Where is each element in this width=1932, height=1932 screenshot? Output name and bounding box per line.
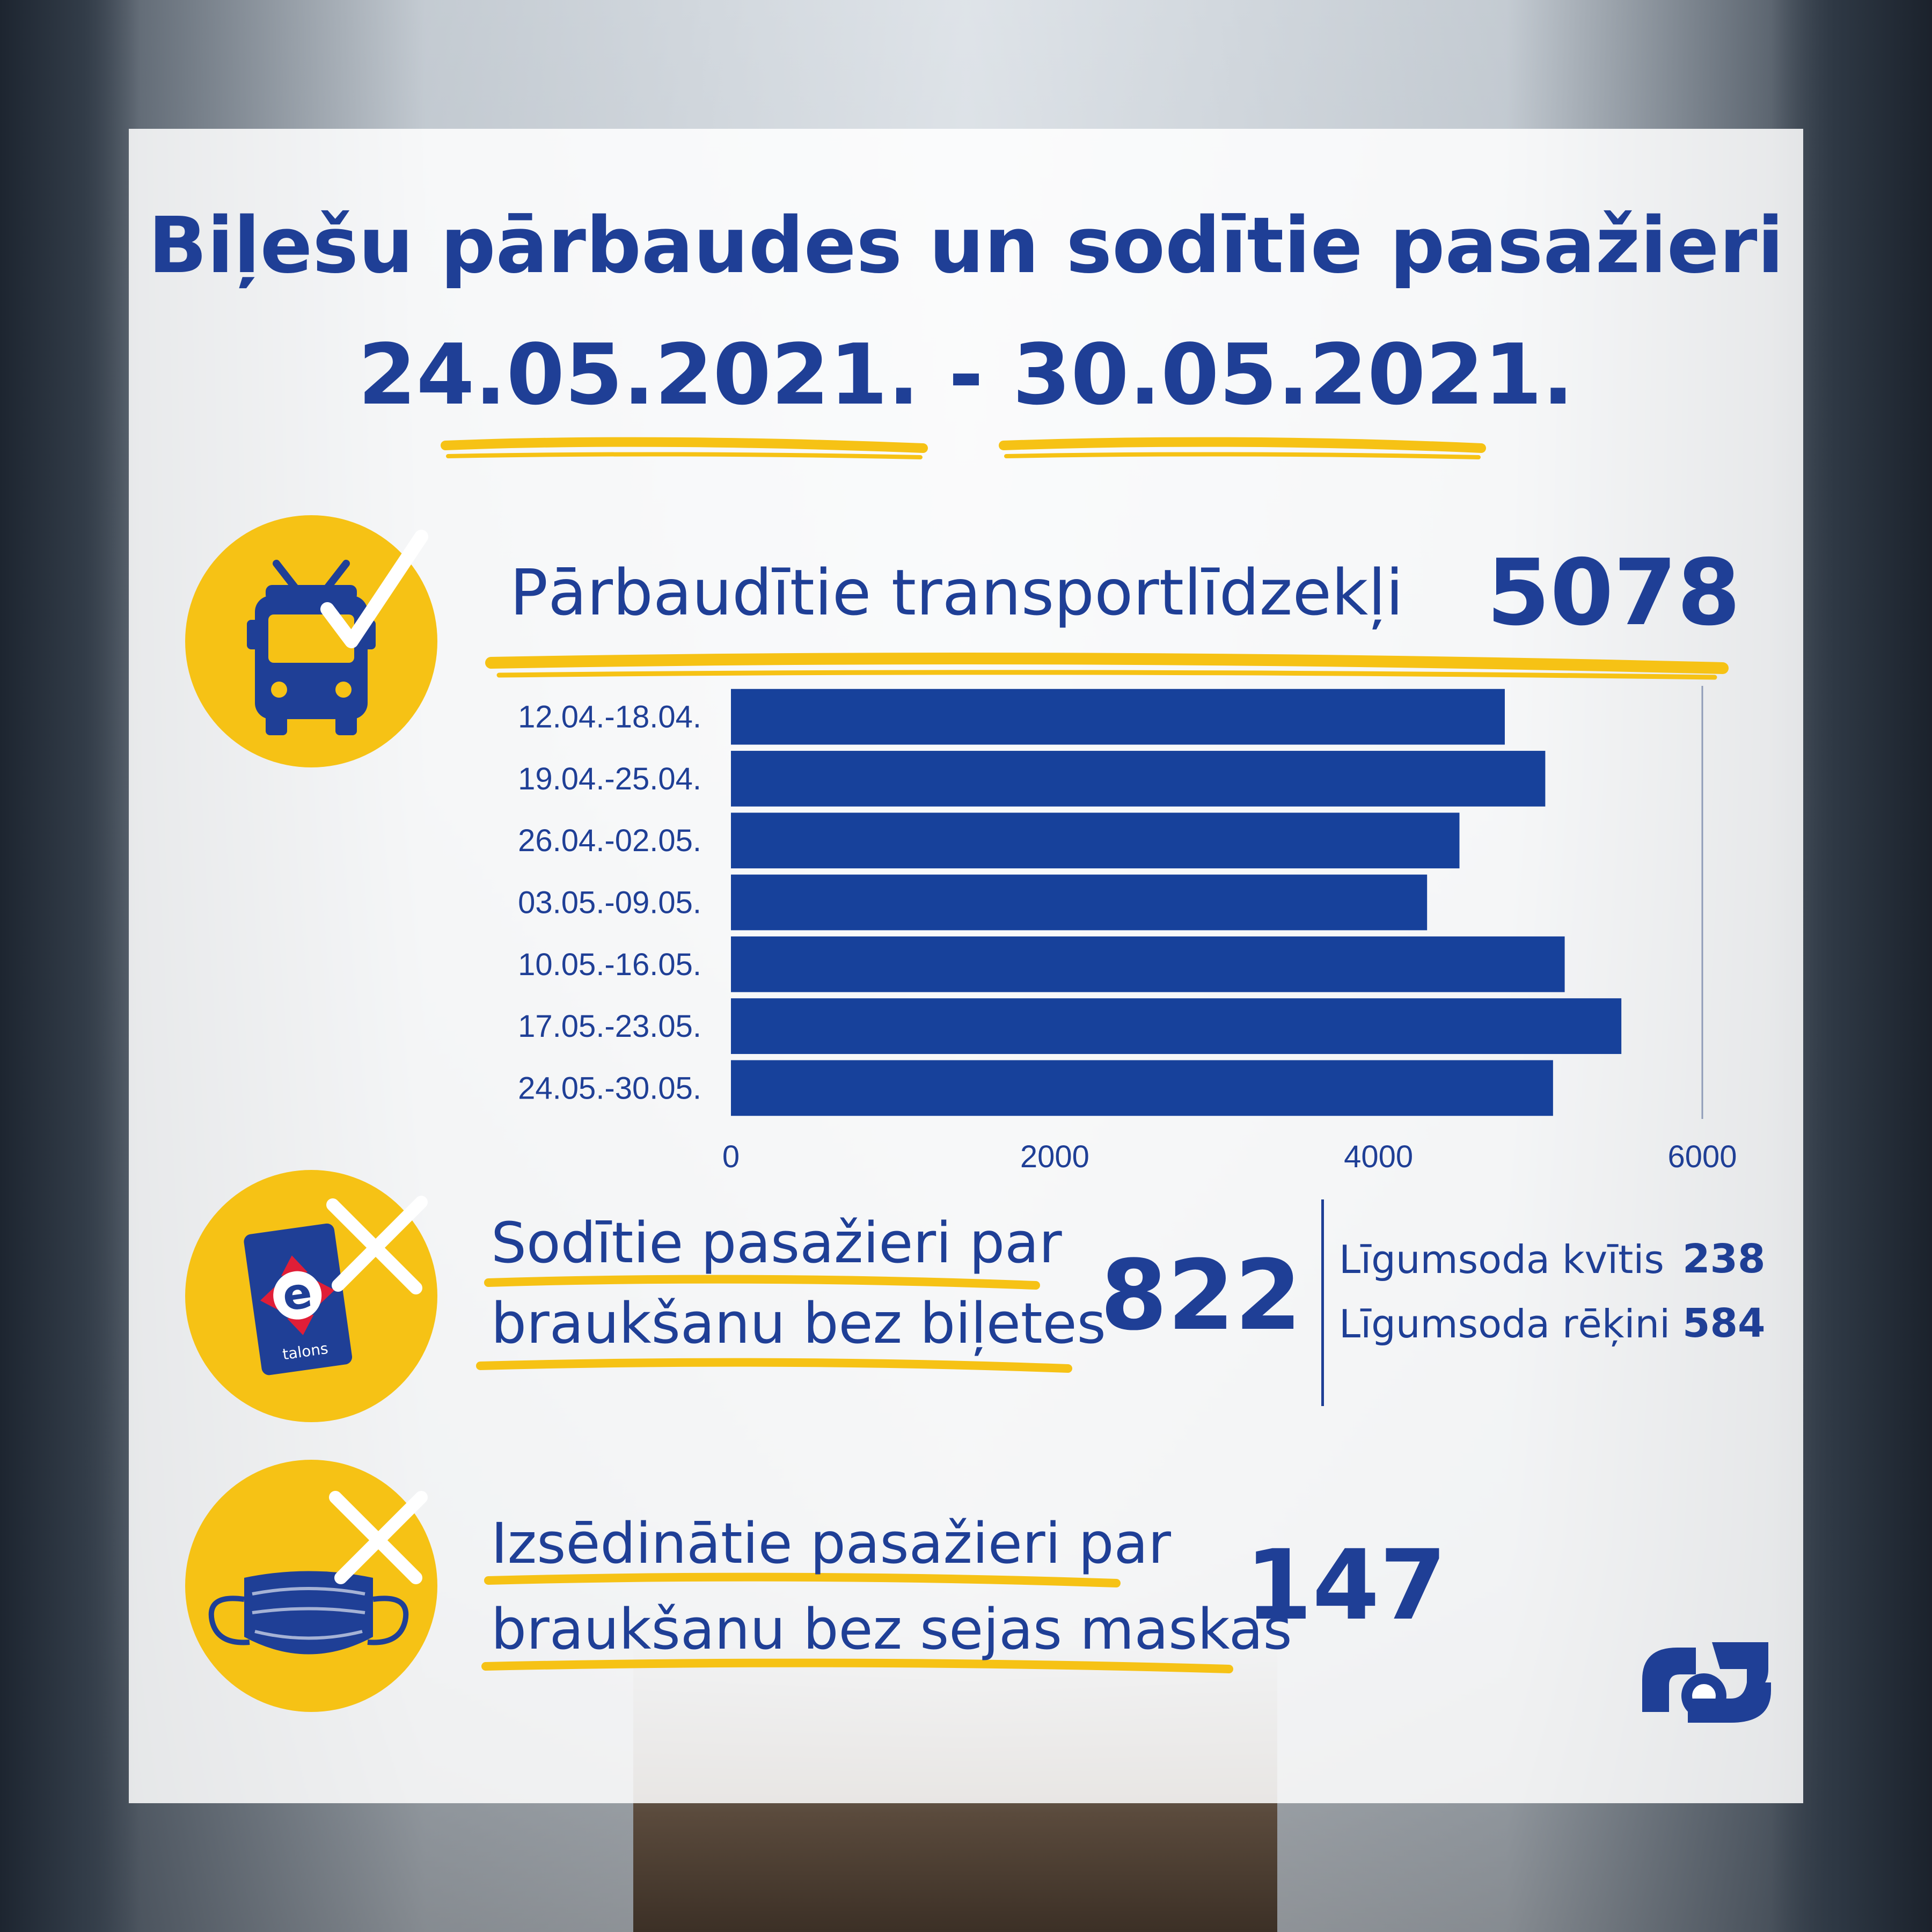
- mask-label-line1: Izsēdinātie pasažieri par: [491, 1511, 1172, 1576]
- fined-label-line1: Sodītie pasažieri par: [491, 1210, 1062, 1276]
- background-tram-left: [0, 0, 140, 1932]
- svg-text:e: e: [280, 1267, 316, 1321]
- date-range: 24.05.2021. - 30.05.2021.: [358, 326, 1574, 423]
- mask-label-line2: braukšanu bez sejas maskas: [491, 1597, 1292, 1662]
- face-mask-cross-icon: [208, 1491, 428, 1655]
- breakdown-label-2: Līgumsoda rēķini: [1339, 1301, 1671, 1346]
- breakdown-label-1: Līgumsoda kvītis: [1339, 1237, 1664, 1282]
- rigas-satiksme-logo: [1642, 1642, 1771, 1723]
- breakdown-value-1: 238: [1682, 1236, 1766, 1282]
- etalons-card-cross-icon: e talons: [244, 1196, 428, 1375]
- vehicles-label: Pārbaudītie transportlīdzekļi: [510, 555, 1403, 630]
- page-title: Biļešu pārbaudes un sodītie pasažieri: [148, 200, 1784, 290]
- fined-label-line2: braukšanu bez biļetes: [491, 1291, 1106, 1356]
- vehicles-value: 5078: [1487, 540, 1741, 646]
- breakdown-value-2: 584: [1682, 1300, 1766, 1346]
- trolleybus-check-icon: [247, 530, 428, 735]
- mask-value: 147: [1245, 1529, 1447, 1642]
- fined-value: 822: [1100, 1240, 1302, 1352]
- divider: [1321, 1199, 1324, 1406]
